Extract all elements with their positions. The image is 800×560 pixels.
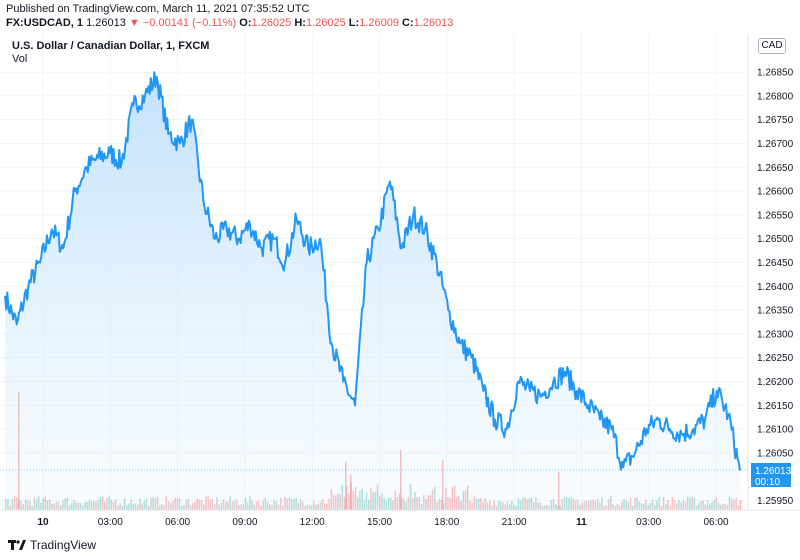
brand-name: TradingView <box>30 538 97 552</box>
time-tick-label: 03:00 <box>98 517 123 528</box>
price-tick-label: 1.26650 <box>757 163 794 174</box>
bar-countdown: 00:10 <box>755 477 780 488</box>
price-tick-label: 1.26600 <box>757 187 794 198</box>
price-tick-label: 1.26200 <box>757 377 794 388</box>
price-area-fill <box>5 72 740 510</box>
last-price-tag: 1.26013 00:10 <box>751 463 792 488</box>
currency-badge[interactable]: CAD <box>758 38 786 54</box>
price-area <box>4 71 741 510</box>
time-tick-label: 10 <box>37 517 49 528</box>
price-tick-label: 1.26300 <box>757 329 794 340</box>
tradingview-brand[interactable]: TradingView <box>8 538 96 552</box>
price-tick-label: 1.26350 <box>757 306 794 317</box>
price-axis[interactable]: 1.26850 1.26800 1.26750 1.26700 1.26650 1.266… <box>757 68 794 507</box>
open-value: 1.26025 <box>251 17 292 29</box>
last-price-value: 1.26013 <box>755 466 792 477</box>
price-line <box>4 71 741 471</box>
close-value: 1.26013 <box>413 17 454 29</box>
time-axis[interactable]: 10 03:00 06:00 09:00 12:00 15:00 18:00 21:00 11 0… <box>37 517 729 528</box>
price-tick-label: 1.26100 <box>757 425 794 436</box>
open-label: O: <box>239 17 252 29</box>
change-value: −0.00141 (−0.11%) <box>142 17 237 29</box>
time-tick-label: 12:00 <box>300 517 325 528</box>
volume-label: Vol <box>12 53 28 65</box>
price-tick-label: 1.26450 <box>757 258 794 269</box>
high-label: H: <box>294 17 306 29</box>
down-arrow-icon: ▼ <box>128 17 140 29</box>
low-label: L: <box>348 17 360 29</box>
price-tick-label: 1.26850 <box>757 68 794 79</box>
published-note: Published on TradingView.com, March 11, … <box>6 3 310 15</box>
ticker-legend: FX:USDCAD, 1 1.26013 ▼ −0.00141 (−0.11%)… <box>6 17 453 29</box>
time-tick-label: 21:00 <box>502 517 527 528</box>
close-label: C: <box>402 17 414 29</box>
price-tick-label: 1.26800 <box>757 91 794 102</box>
chart-title: U.S. Dollar / Canadian Dollar, 1, FXCM <box>12 40 210 52</box>
price-tick-label: 1.26700 <box>757 139 794 150</box>
price-tick-label: 1.25950 <box>757 496 794 507</box>
time-tick-label: 06:00 <box>165 517 190 528</box>
high-value: 1.26025 <box>305 17 346 29</box>
price-tick-label: 1.26150 <box>757 401 794 412</box>
time-tick-label: 15:00 <box>367 517 392 528</box>
price-tick-label: 1.26400 <box>757 282 794 293</box>
time-tick-label: 03:00 <box>636 517 661 528</box>
time-tick-label: 11 <box>576 517 587 528</box>
last-value: 1.26013 <box>86 17 126 29</box>
price-tick-label: 1.26250 <box>757 353 794 364</box>
time-tick-label: 09:00 <box>232 517 257 528</box>
price-tick-label: 1.26500 <box>757 234 794 245</box>
symbol-label: FX:USDCAD, 1 <box>6 17 84 29</box>
low-value: 1.26009 <box>359 17 399 29</box>
price-tick-label: 1.26750 <box>757 115 794 126</box>
time-tick-label: 18:00 <box>434 517 459 528</box>
time-tick-label: 06:00 <box>703 517 728 528</box>
price-tick-label: 1.26050 <box>757 448 794 459</box>
price-tick-label: 1.26550 <box>757 210 794 221</box>
volume-bar <box>739 499 742 510</box>
tradingview-logo-icon <box>8 540 26 550</box>
